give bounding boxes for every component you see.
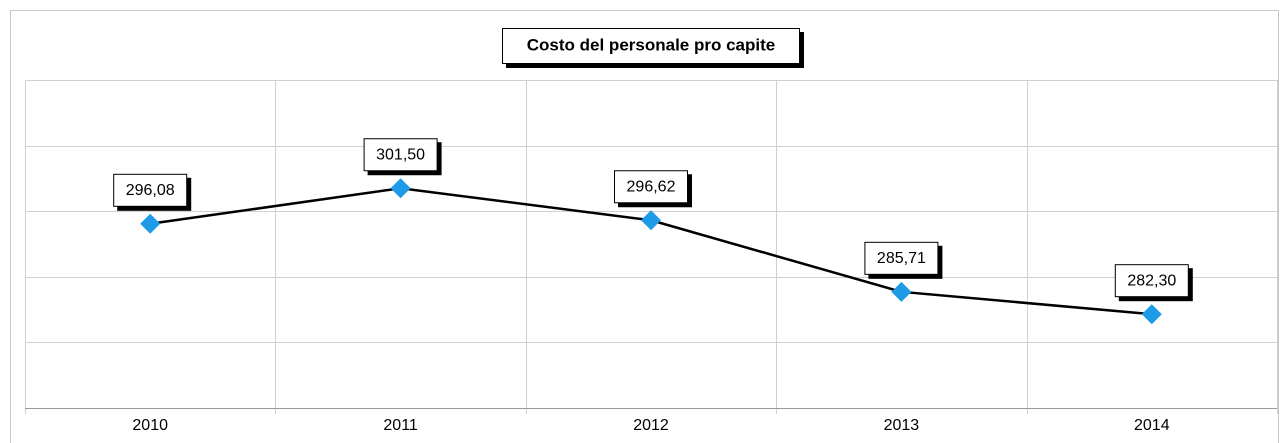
x-tick-label: 2012 (633, 417, 669, 434)
x-tick-label: 2010 (132, 417, 168, 434)
data-label: 301,50 (376, 146, 425, 163)
label-box (864, 241, 939, 275)
label-box (614, 170, 688, 204)
label-box (1114, 264, 1189, 298)
data-label: 282,30 (1127, 272, 1176, 289)
data-label: 296,62 (627, 178, 676, 195)
data-label: 296,08 (126, 182, 175, 199)
x-tick-label: 2014 (1134, 417, 1170, 434)
x-tick-label: 2013 (884, 417, 920, 434)
marker (390, 178, 411, 199)
marker (891, 281, 912, 302)
marker (641, 210, 661, 231)
label-box (363, 138, 438, 172)
marker (1141, 304, 1162, 325)
chart-title: Costo del personale pro capite (527, 35, 775, 54)
label-box (113, 173, 188, 207)
data-label: 285,71 (877, 250, 926, 267)
title-box (502, 28, 800, 64)
frame (10, 10, 1279, 443)
x-tick-label: 2011 (383, 417, 418, 434)
marker (140, 213, 161, 234)
